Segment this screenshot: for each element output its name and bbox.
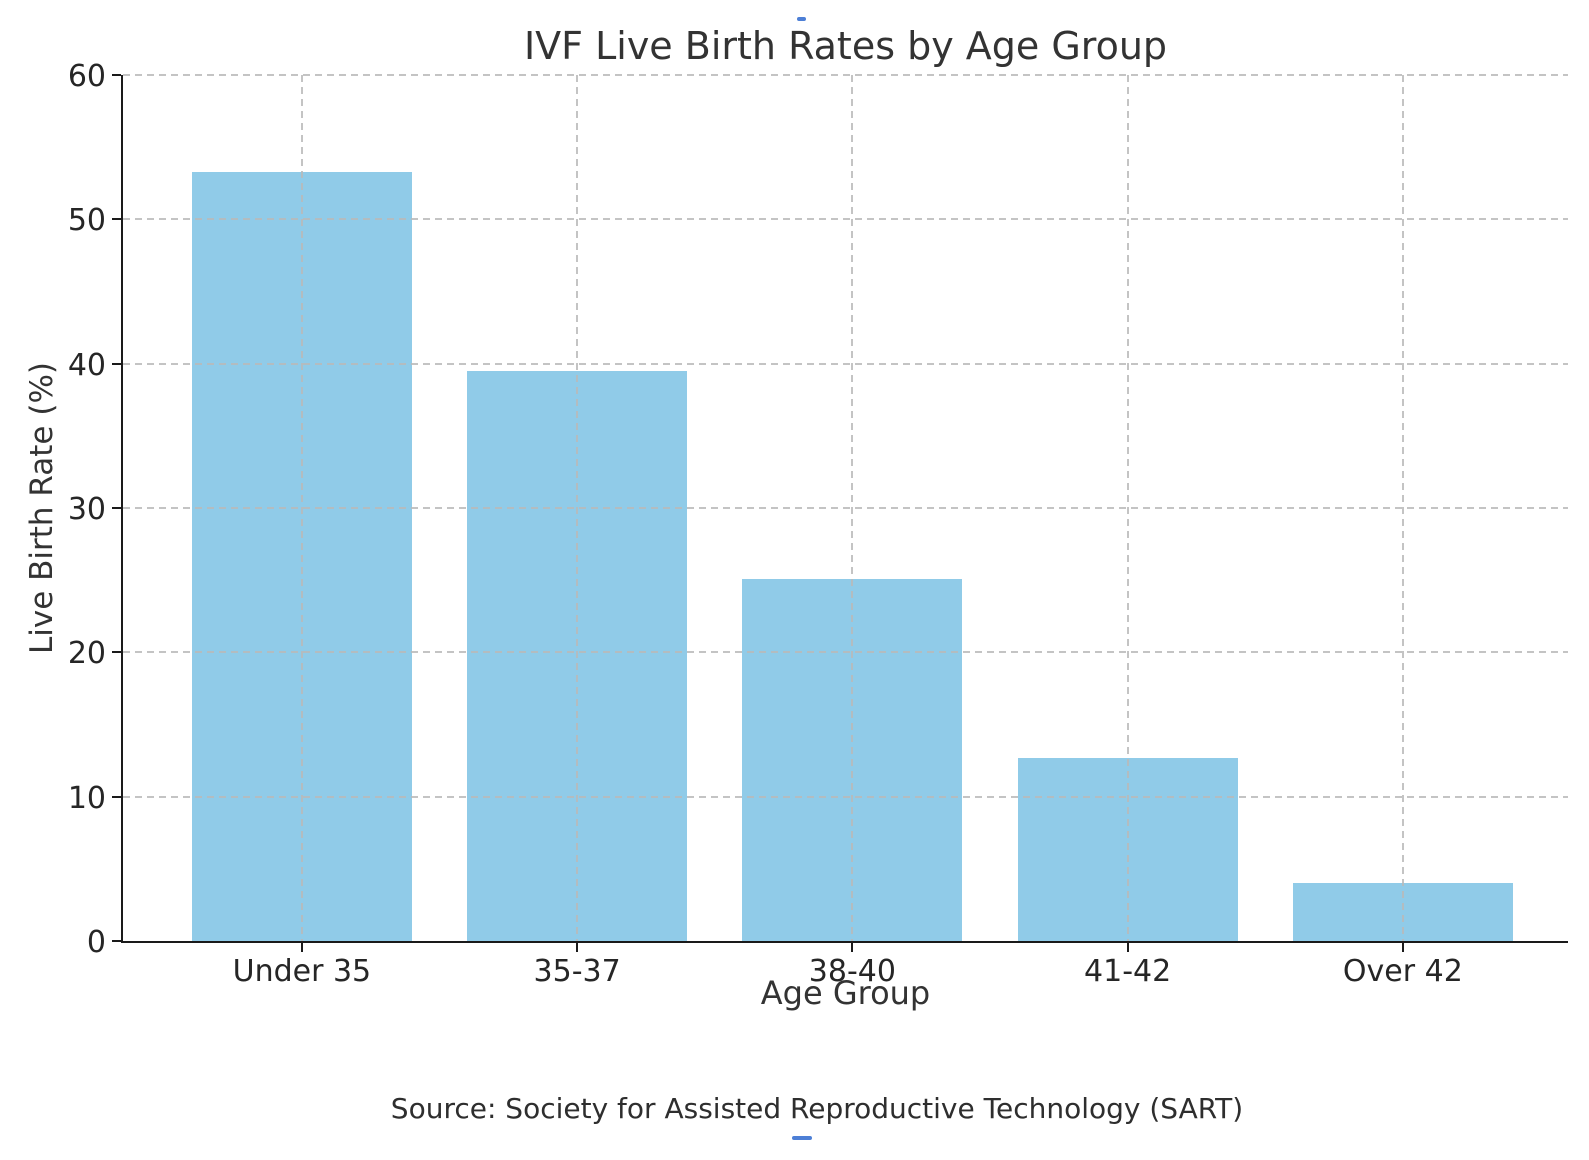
gridline-x-3 bbox=[851, 75, 854, 941]
y-tick-label-50: 50 bbox=[67, 203, 106, 239]
y-tickmark-0 bbox=[112, 940, 121, 942]
gridline-y-40 bbox=[123, 362, 1568, 365]
y-tickmark-50 bbox=[112, 218, 121, 221]
x-tick-label-1: Under 35 bbox=[232, 954, 372, 989]
y-axis-line bbox=[121, 75, 123, 943]
x-tickmark-5 bbox=[1401, 943, 1404, 952]
gridline-x-2 bbox=[576, 75, 579, 941]
y-tick-label-10: 10 bbox=[67, 780, 106, 816]
x-tick-label-4: 41-42 bbox=[1084, 954, 1172, 989]
gridline-x-1 bbox=[300, 75, 303, 941]
x-axis-label: Age Group bbox=[760, 974, 931, 1012]
gridline-x-5 bbox=[1401, 75, 1404, 941]
y-tick-label-0: 0 bbox=[86, 925, 106, 960]
cursor-artifact-top-icon bbox=[797, 17, 806, 21]
gridline-y-30 bbox=[123, 507, 1568, 509]
gridline-y-60 bbox=[123, 74, 1568, 76]
x-tickmark-3 bbox=[851, 943, 854, 952]
source-note: Source: Society for Assisted Reproductiv… bbox=[390, 1092, 1244, 1125]
gridline-y-10 bbox=[123, 795, 1568, 798]
y-tickmark-20 bbox=[112, 651, 121, 654]
x-tick-label-3: 38-40 bbox=[808, 954, 896, 989]
x-tick-label-5: Over 42 bbox=[1342, 954, 1463, 989]
gridline-y-20 bbox=[123, 651, 1568, 654]
gridline-y-50 bbox=[123, 218, 1568, 221]
y-tick-label-60: 60 bbox=[67, 59, 106, 94]
x-tickmark-1 bbox=[300, 943, 303, 952]
x-tick-label-2: 35-37 bbox=[533, 954, 621, 989]
cursor-artifact-underline-icon bbox=[792, 1136, 812, 1140]
x-axis-line bbox=[121, 941, 1568, 943]
y-tick-label-40: 40 bbox=[67, 347, 106, 383]
gridline-x-4 bbox=[1126, 75, 1129, 941]
chart-title: IVF Live Birth Rates by Age Group bbox=[523, 24, 1168, 68]
y-tick-label-20: 20 bbox=[67, 636, 106, 672]
y-tickmark-30 bbox=[112, 507, 121, 509]
y-tickmark-10 bbox=[112, 795, 121, 798]
x-tickmark-4 bbox=[1126, 943, 1129, 952]
x-tickmark-2 bbox=[576, 943, 579, 952]
y-tickmark-60 bbox=[112, 74, 121, 76]
y-tick-label-30: 30 bbox=[67, 492, 106, 527]
y-tickmark-40 bbox=[112, 362, 121, 365]
